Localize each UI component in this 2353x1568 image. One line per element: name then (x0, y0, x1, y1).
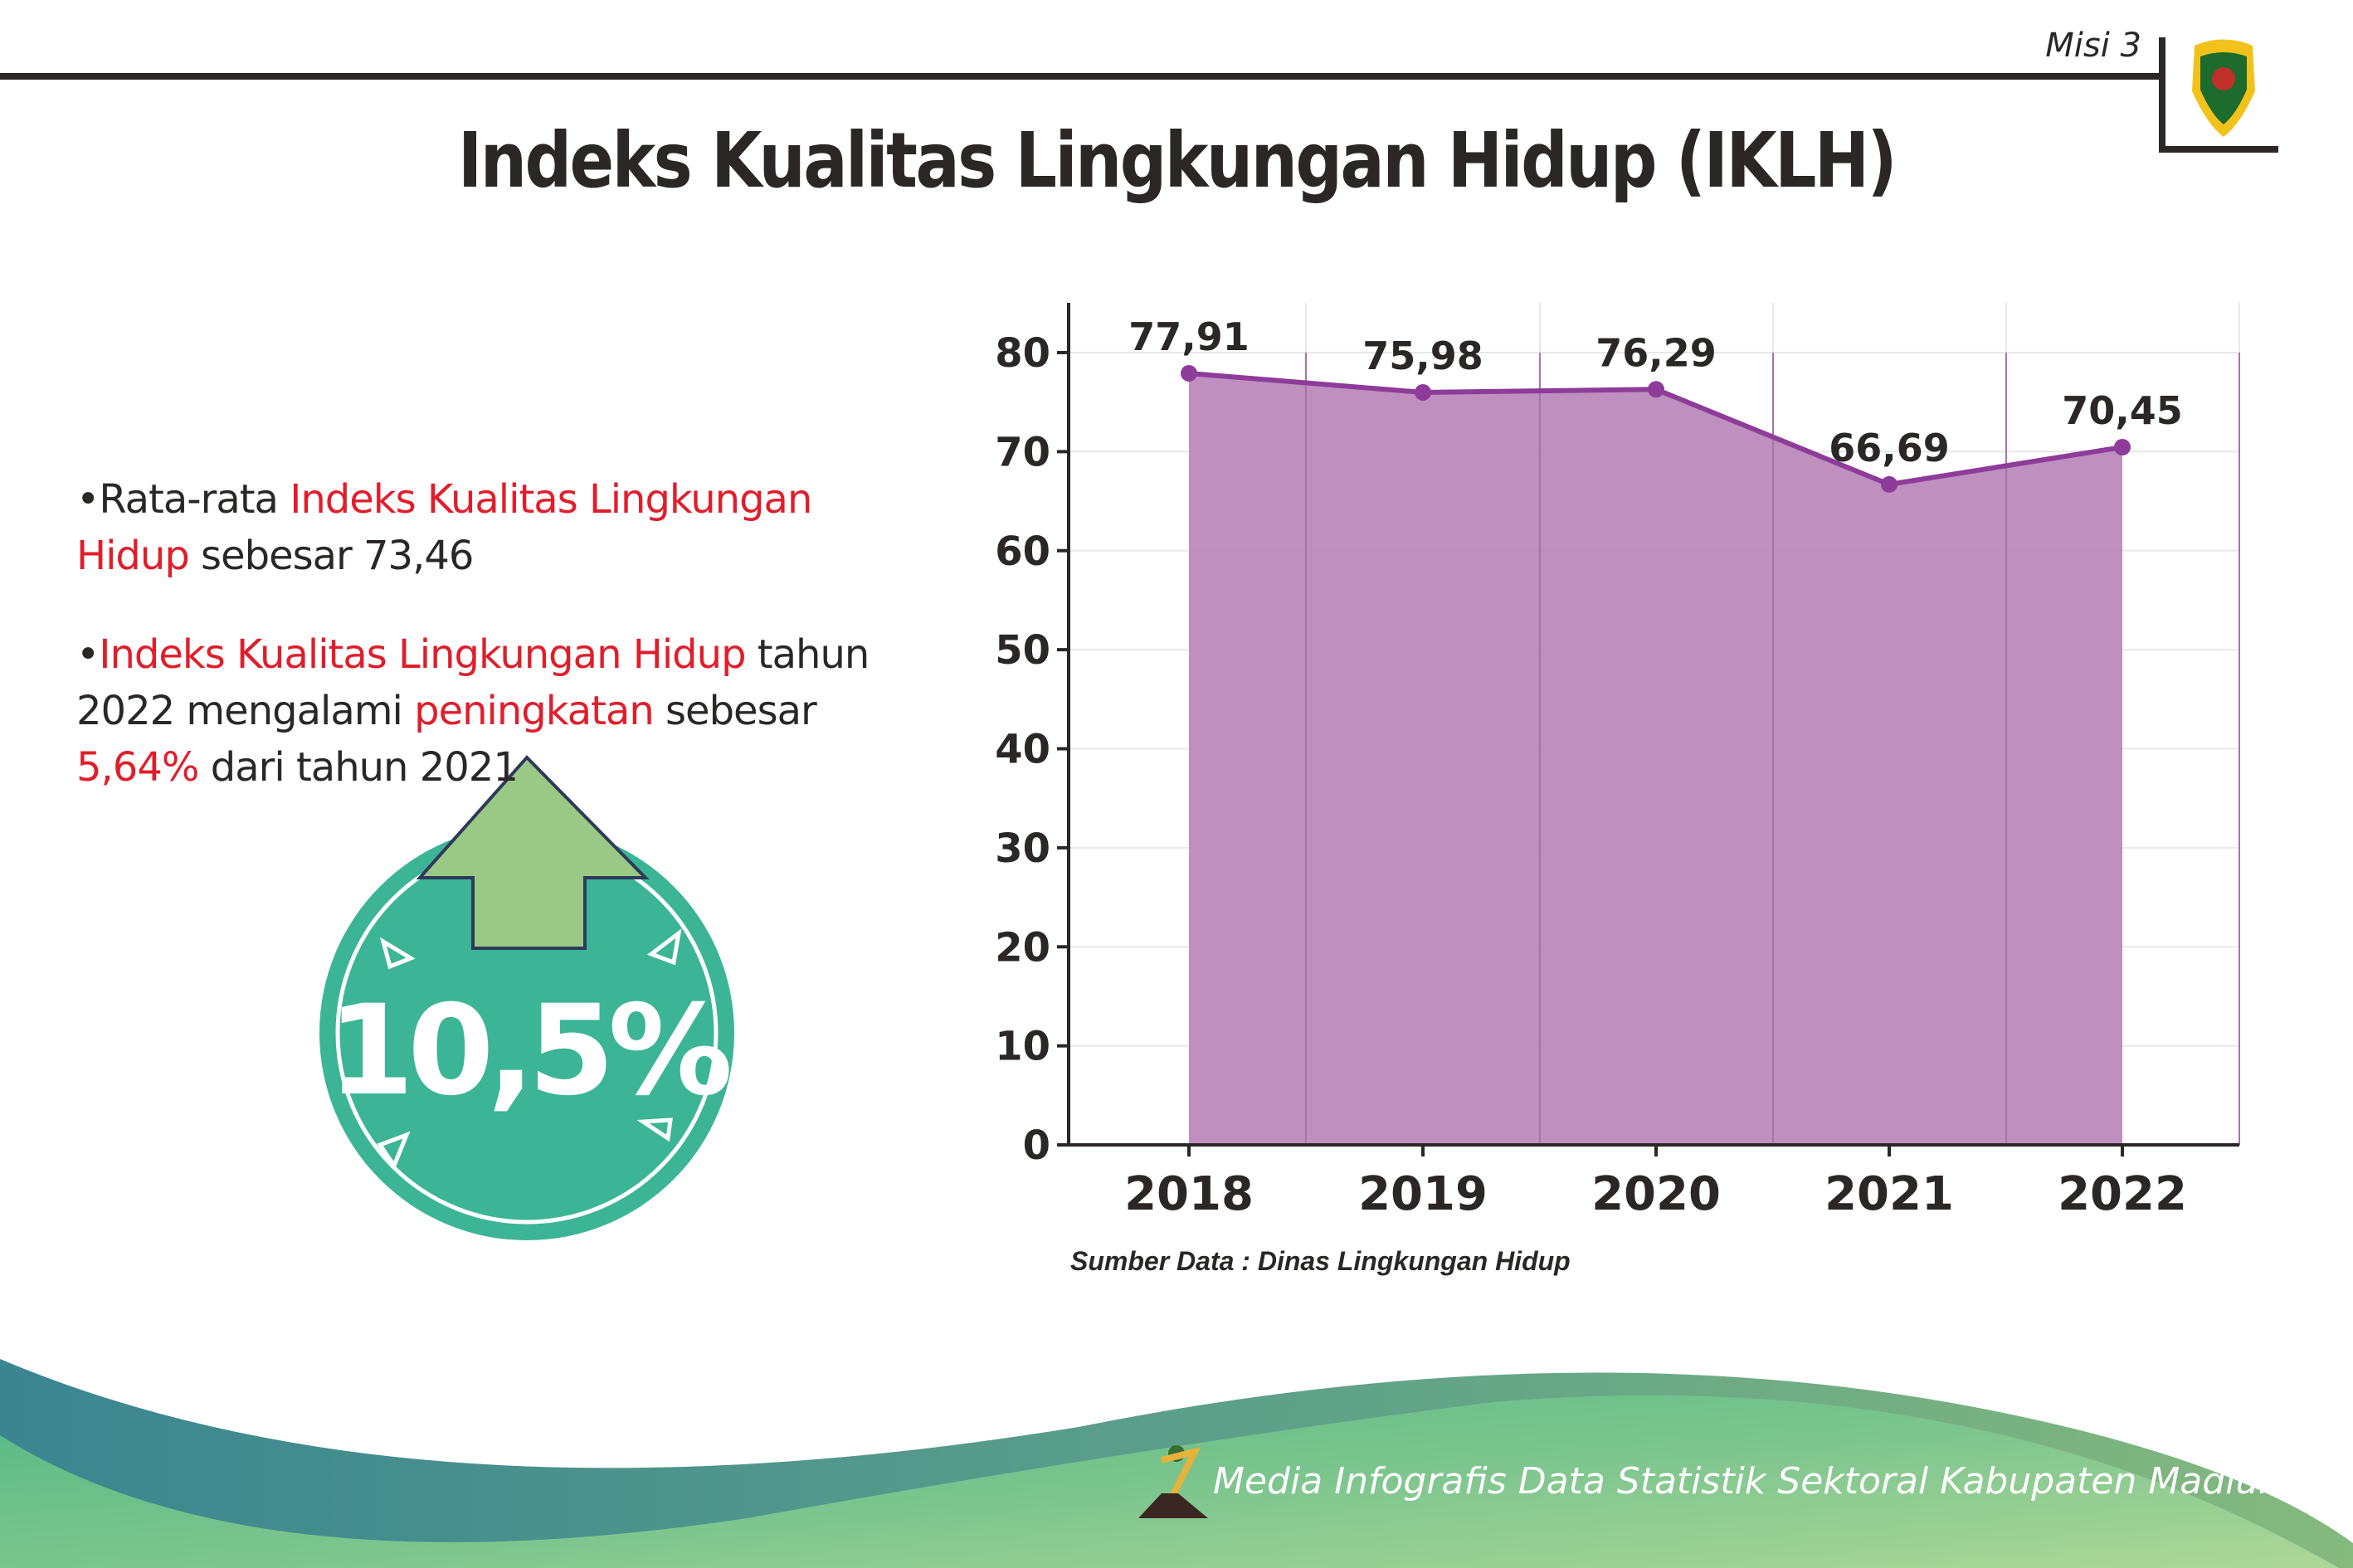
data-point (2114, 439, 2131, 456)
mission-label: Misi 3 (2045, 27, 2141, 65)
y-tick-label: 70 (995, 429, 1050, 475)
data-point (1415, 383, 1431, 401)
data-point (1881, 475, 1898, 493)
bullet-highlight: Indeks Kualitas Lingkungan Hidup (76, 476, 812, 579)
y-tick-label: 60 (995, 528, 1050, 575)
bullet-text: Rata-rata (99, 476, 290, 523)
y-tick-label: 80 (995, 330, 1050, 377)
bullet-highlight: 5,64% (76, 744, 199, 791)
bullet-text: tahun 2022 mengalami (76, 631, 870, 734)
header-rule (0, 73, 2165, 80)
bullet-highlight: Indeks Kualitas Lingkungan Hidup (99, 631, 746, 678)
y-tick-label: 0 (1023, 1122, 1050, 1169)
bullet-change: •Indeks Kualitas Lingkungan Hidup tahun … (76, 631, 870, 791)
data-label: 77,91 (1128, 314, 1250, 359)
bullet-highlight: peningkatan (414, 688, 655, 734)
x-tick-label: 2022 (2058, 1167, 2187, 1221)
y-tick-label: 30 (995, 825, 1050, 872)
y-tick-label: 40 (995, 727, 1050, 773)
x-tick-label: 2018 (1124, 1167, 1254, 1221)
bullet-text: sebesar (653, 688, 817, 734)
data-source: Sumber Data : Dinas Lingkungan Hidup (1070, 1246, 1571, 1276)
x-tick-label: 2019 (1358, 1167, 1488, 1221)
bullet-text: dari tahun 2021 (198, 744, 519, 791)
data-point (1648, 381, 1664, 398)
logo-frame (2159, 37, 2278, 153)
arrow-up-icon (416, 755, 650, 950)
badge-value: 10,5% (328, 979, 729, 1123)
x-tick-label: 2021 (1824, 1167, 1954, 1221)
data-label: 75,98 (1362, 334, 1483, 378)
bullet-text: sebesar 73,46 (188, 533, 474, 579)
y-tick-label: 10 (995, 1024, 1050, 1070)
growth-badge: 10,5% (319, 755, 736, 1240)
y-tick-label: 50 (995, 627, 1050, 674)
data-label: 76,29 (1595, 330, 1717, 375)
data-label: 70,45 (2062, 388, 2183, 433)
kabupaten-madiun-logo (2192, 39, 2255, 137)
bullet-average: •Rata-rata Indeks Kualitas Lingkungan Hi… (76, 476, 812, 579)
iklh-area-chart: 0 10 20 30 40 50 60 70 80 77,91 2018 75,98 2019 76,29… (995, 303, 2240, 1221)
data-point (1181, 364, 1197, 382)
area-fill (1189, 373, 2122, 1146)
footer-logo-icon (1138, 1445, 1208, 1518)
y-tick-label: 20 (995, 924, 1050, 971)
x-tick-label: 2020 (1591, 1167, 1721, 1221)
page-title: Indeks Kualitas Lingkungan Hidup (IKLH) (457, 116, 1898, 205)
footer-text: Media Infografis Data Statistik Sektoral… (1213, 1460, 2306, 1502)
data-label: 66,69 (1829, 426, 1950, 470)
